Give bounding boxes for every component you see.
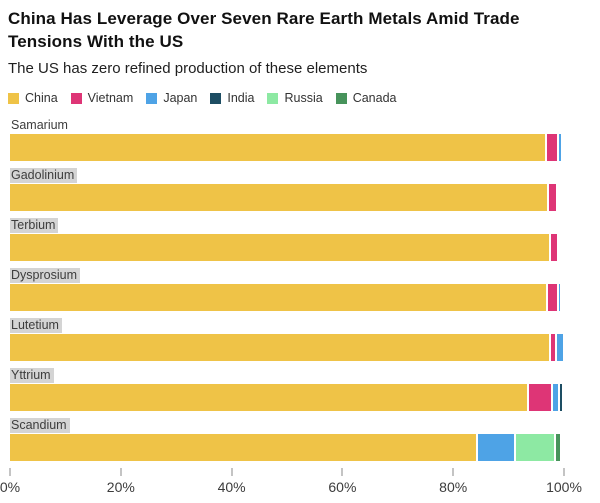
- bar-group-dysprosium: Dysprosium: [10, 268, 564, 311]
- chart-subtitle: The US has zero refined production of th…: [8, 60, 368, 77]
- bar-segment-dysprosium-japan[interactable]: [558, 284, 561, 311]
- legend-label: China: [25, 91, 58, 105]
- bar-segment-terbium-vietnam[interactable]: [551, 234, 558, 261]
- legend-label: Russia: [284, 91, 323, 105]
- legend-swatch-russia: [267, 92, 279, 104]
- bar-group-yttrium: Yttrium: [10, 368, 564, 411]
- element-label: Scandium: [10, 418, 70, 433]
- chart-area: Samarium Gadolinium Terbium Dysprosium Lutet…: [10, 118, 564, 461]
- bar-group-scandium: Scandium: [10, 418, 564, 461]
- stacked-bar-gadolinium: [10, 184, 564, 211]
- element-label: Terbium: [10, 218, 59, 233]
- x-axis-tick: [231, 468, 233, 476]
- stacked-bar-samarium: [10, 134, 564, 161]
- bar-segment-yttrium-vietnam[interactable]: [528, 384, 552, 411]
- bar-segment-lutetium-vietnam[interactable]: [551, 334, 556, 361]
- bar-segment-scandium-china[interactable]: [10, 434, 477, 461]
- legend-label: Japan: [163, 91, 198, 105]
- bar-segment-yttrium-china[interactable]: [10, 384, 527, 411]
- legend-label: Canada: [352, 91, 397, 105]
- bar-segment-terbium-china[interactable]: [10, 234, 550, 261]
- bar-segment-samarium-vietnam[interactable]: [546, 134, 557, 161]
- bar-group-terbium: Terbium: [10, 218, 564, 261]
- element-label-wrap: Scandium: [10, 418, 564, 433]
- bar-segment-samarium-china[interactable]: [10, 134, 545, 161]
- x-axis-tick-label: 40%: [217, 479, 246, 495]
- x-axis-tick-label: 60%: [328, 479, 357, 495]
- bar-segment-scandium-russia[interactable]: [515, 434, 554, 461]
- stacked-bar-terbium: [10, 234, 564, 261]
- x-axis-tick-label: 20%: [106, 479, 135, 495]
- element-label-wrap: Gadolinium: [10, 168, 564, 183]
- legend-swatch-india: [210, 92, 222, 104]
- element-label-wrap: Lutetium: [10, 318, 564, 333]
- bar-segment-lutetium-japan[interactable]: [557, 334, 563, 361]
- bar-segment-lutetium-china[interactable]: [10, 334, 550, 361]
- bar-group-gadolinium: Gadolinium: [10, 168, 564, 211]
- bar-segment-gadolinium-china[interactable]: [10, 184, 548, 211]
- element-label: Lutetium: [10, 318, 62, 333]
- element-label-wrap: Samarium: [10, 118, 564, 133]
- x-axis-tick: [563, 468, 565, 476]
- bar-segment-dysprosium-china[interactable]: [10, 284, 547, 311]
- legend-item-russia[interactable]: Russia: [267, 91, 323, 105]
- bar-segment-gadolinium-vietnam[interactable]: [549, 184, 557, 211]
- x-axis-tick-label: 80%: [439, 479, 468, 495]
- legend-label: India: [227, 91, 255, 105]
- bar-group-samarium: Samarium: [10, 118, 564, 161]
- x-axis: 0% 20% 40% 60% 80% 100%: [0, 468, 582, 498]
- legend-label: Vietnam: [87, 91, 134, 105]
- legend: China Vietnam Japan India Russia Canada: [8, 91, 590, 105]
- x-axis-tick: [120, 468, 122, 476]
- bar-group-lutetium: Lutetium: [10, 318, 564, 361]
- element-label: Dysprosium: [10, 268, 80, 283]
- bar-segment-yttrium-india[interactable]: [560, 384, 563, 411]
- stacked-bar-yttrium: [10, 384, 564, 411]
- legend-item-china[interactable]: China: [8, 91, 58, 105]
- element-label-wrap: Terbium: [10, 218, 564, 233]
- element-label: Gadolinium: [10, 168, 78, 183]
- bar-segment-samarium-japan[interactable]: [558, 134, 562, 161]
- element-label-wrap: Yttrium: [10, 368, 564, 383]
- bar-segment-yttrium-japan[interactable]: [553, 384, 559, 411]
- legend-item-canada[interactable]: Canada: [335, 91, 397, 105]
- legend-item-vietnam[interactable]: Vietnam: [70, 91, 134, 105]
- bar-segment-scandium-japan[interactable]: [478, 434, 514, 461]
- stacked-bar-scandium: [10, 434, 564, 461]
- x-axis-tick: [9, 468, 11, 476]
- bar-segment-scandium-canada[interactable]: [555, 434, 560, 461]
- bar-segment-dysprosium-vietnam[interactable]: [548, 284, 557, 311]
- element-label-wrap: Dysprosium: [10, 268, 564, 283]
- chart-title: China Has Leverage Over Seven Rare Earth…: [8, 9, 520, 51]
- x-axis-tick: [341, 468, 343, 476]
- legend-item-japan[interactable]: Japan: [146, 91, 197, 105]
- x-axis-tick-label: 100%: [546, 479, 582, 495]
- legend-swatch-vietnam: [70, 92, 82, 104]
- legend-item-india[interactable]: India: [210, 91, 254, 105]
- stacked-bar-lutetium: [10, 334, 564, 361]
- legend-swatch-canada: [335, 92, 347, 104]
- legend-swatch-china: [8, 92, 19, 104]
- x-axis-tick-label: 0%: [0, 479, 21, 495]
- stacked-bar-dysprosium: [10, 284, 564, 311]
- element-label: Yttrium: [10, 368, 54, 383]
- legend-swatch-japan: [146, 92, 158, 104]
- element-label: Samarium: [11, 118, 68, 132]
- x-axis-tick: [452, 468, 454, 476]
